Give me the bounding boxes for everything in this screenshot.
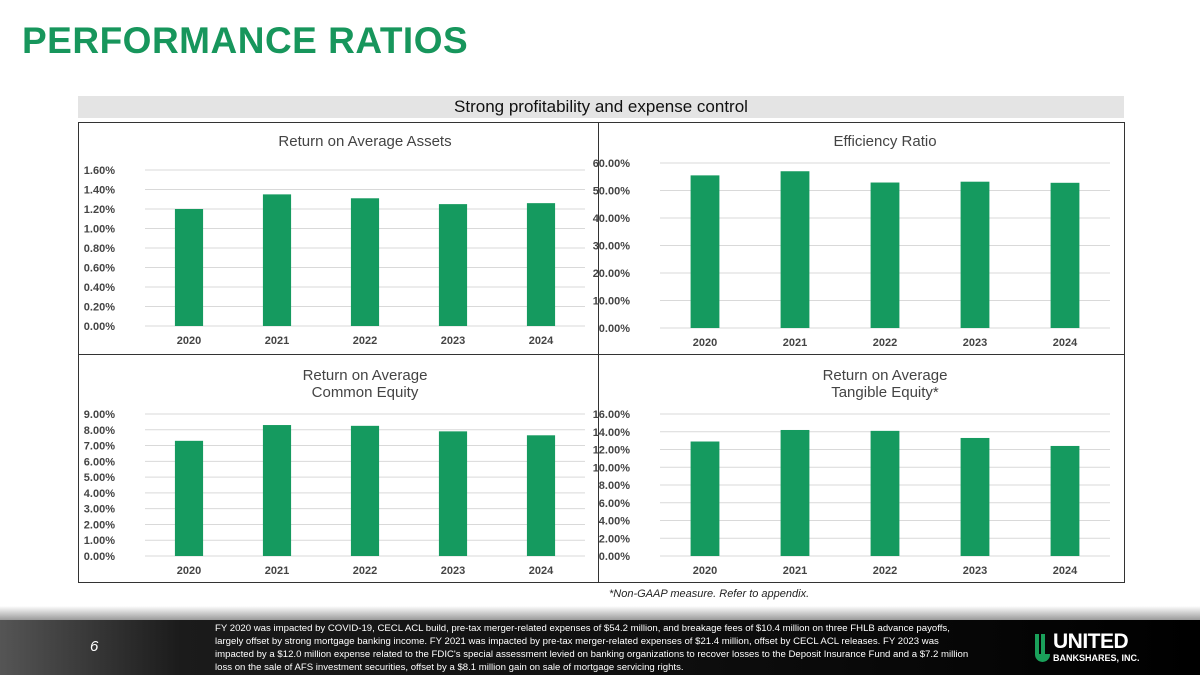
y-tick-label: 0.20% (84, 302, 115, 314)
y-tick-label: 4.00% (84, 488, 115, 500)
y-tick-label: 14.00% (593, 427, 631, 439)
bar-2022 (870, 430, 900, 556)
y-tick-label: 16.00% (593, 409, 631, 421)
bar-2024 (526, 203, 556, 326)
footer (0, 620, 1200, 675)
x-tick-label: 2022 (353, 565, 377, 577)
bar-2023 (960, 181, 990, 328)
y-tick-label: 9.00% (84, 409, 115, 421)
x-tick-label: 2024 (1053, 565, 1078, 577)
x-tick-label: 2023 (441, 335, 465, 347)
chart-title: Return on Average (303, 367, 428, 384)
section-banner: Strong profitability and expense control (78, 96, 1124, 118)
bar-2021 (780, 171, 810, 328)
x-tick-label: 2023 (441, 565, 465, 577)
chart-title: Return on Average Assets (278, 133, 451, 150)
x-tick-label: 2020 (693, 565, 717, 577)
y-tick-label: 0.00% (599, 551, 630, 563)
y-tick-label: 1.20% (84, 204, 115, 216)
x-tick-label: 2022 (873, 565, 897, 577)
bar-2020 (174, 440, 204, 556)
y-tick-label: 20.00% (593, 268, 631, 280)
y-tick-label: 5.00% (84, 472, 115, 484)
footnote: FY 2020 was impacted by COVID-19, CECL A… (215, 623, 969, 673)
x-tick-label: 2021 (265, 565, 289, 577)
y-tick-label: 2.00% (599, 533, 630, 545)
bar-2021 (262, 194, 292, 326)
bar-2024 (1050, 182, 1080, 328)
y-tick-label: 7.00% (84, 441, 115, 453)
divider (598, 122, 599, 582)
y-tick-label: 40.00% (593, 213, 631, 225)
y-tick-label: 10.00% (593, 296, 631, 308)
divider (78, 354, 1124, 355)
y-tick-label: 4.00% (599, 516, 630, 528)
y-tick-label: 1.00% (84, 535, 115, 547)
bar-2024 (526, 435, 556, 556)
non-gaap-note: *Non-GAAP measure. Refer to appendix. (609, 588, 810, 600)
y-tick-label: 0.00% (84, 551, 115, 563)
y-tick-label: 0.60% (84, 263, 115, 275)
x-tick-label: 2024 (529, 335, 554, 347)
y-tick-label: 50.00% (593, 186, 631, 198)
x-tick-label: 2024 (1053, 337, 1078, 349)
x-tick-label: 2022 (873, 337, 897, 349)
x-tick-label: 2020 (177, 565, 201, 577)
bar-2022 (350, 425, 380, 556)
bar-2024 (1050, 445, 1080, 556)
bar-2023 (438, 204, 468, 326)
y-tick-label: 8.00% (599, 480, 630, 492)
x-tick-label: 2021 (783, 337, 807, 349)
bar-2021 (780, 429, 810, 556)
y-tick-label: 12.00% (593, 445, 631, 457)
y-tick-label: 0.00% (599, 323, 630, 335)
chart-grid-frame (78, 122, 1125, 583)
chart-title: Common Equity (312, 384, 419, 401)
bar-2023 (960, 437, 990, 556)
x-tick-label: 2021 (265, 335, 289, 347)
y-tick-label: 2.00% (84, 519, 115, 531)
y-tick-label: 0.40% (84, 282, 115, 294)
x-tick-label: 2023 (963, 565, 987, 577)
chart-title: Efficiency Ratio (833, 133, 936, 150)
bar-2022 (350, 198, 380, 326)
logo-name: UNITED (1053, 630, 1129, 653)
bar-2020 (690, 441, 720, 556)
logo-mark-icon (1035, 634, 1050, 664)
y-tick-label: 10.00% (593, 462, 631, 474)
page-title: PERFORMANCE RATIOS (22, 20, 469, 61)
y-tick-label: 0.80% (84, 243, 115, 255)
y-tick-label: 1.00% (84, 224, 115, 236)
bar-2020 (690, 175, 720, 328)
y-tick-label: 6.00% (84, 456, 115, 468)
y-tick-label: 1.40% (84, 185, 115, 197)
chart-title: Tangible Equity* (831, 384, 939, 401)
y-tick-label: 30.00% (593, 241, 631, 253)
y-tick-label: 3.00% (84, 504, 115, 516)
footer-fade (0, 606, 1200, 620)
bar-2023 (438, 431, 468, 556)
x-tick-label: 2020 (693, 337, 717, 349)
bar-2020 (174, 209, 204, 326)
y-tick-label: 6.00% (599, 498, 630, 510)
bar-2022 (870, 182, 900, 328)
y-tick-label: 60.00% (593, 158, 631, 170)
x-tick-label: 2020 (177, 335, 201, 347)
logo-sub: BANKSHARES, INC. (1053, 653, 1140, 663)
x-tick-label: 2023 (963, 337, 987, 349)
y-tick-label: 1.60% (84, 165, 115, 177)
x-tick-label: 2024 (529, 565, 554, 577)
y-tick-label: 8.00% (84, 425, 115, 437)
page-number: 6 (90, 638, 99, 655)
x-tick-label: 2021 (783, 565, 807, 577)
chart-title: Return on Average (823, 367, 948, 384)
y-tick-label: 0.00% (84, 321, 115, 333)
x-tick-label: 2022 (353, 335, 377, 347)
bar-2021 (262, 425, 292, 556)
